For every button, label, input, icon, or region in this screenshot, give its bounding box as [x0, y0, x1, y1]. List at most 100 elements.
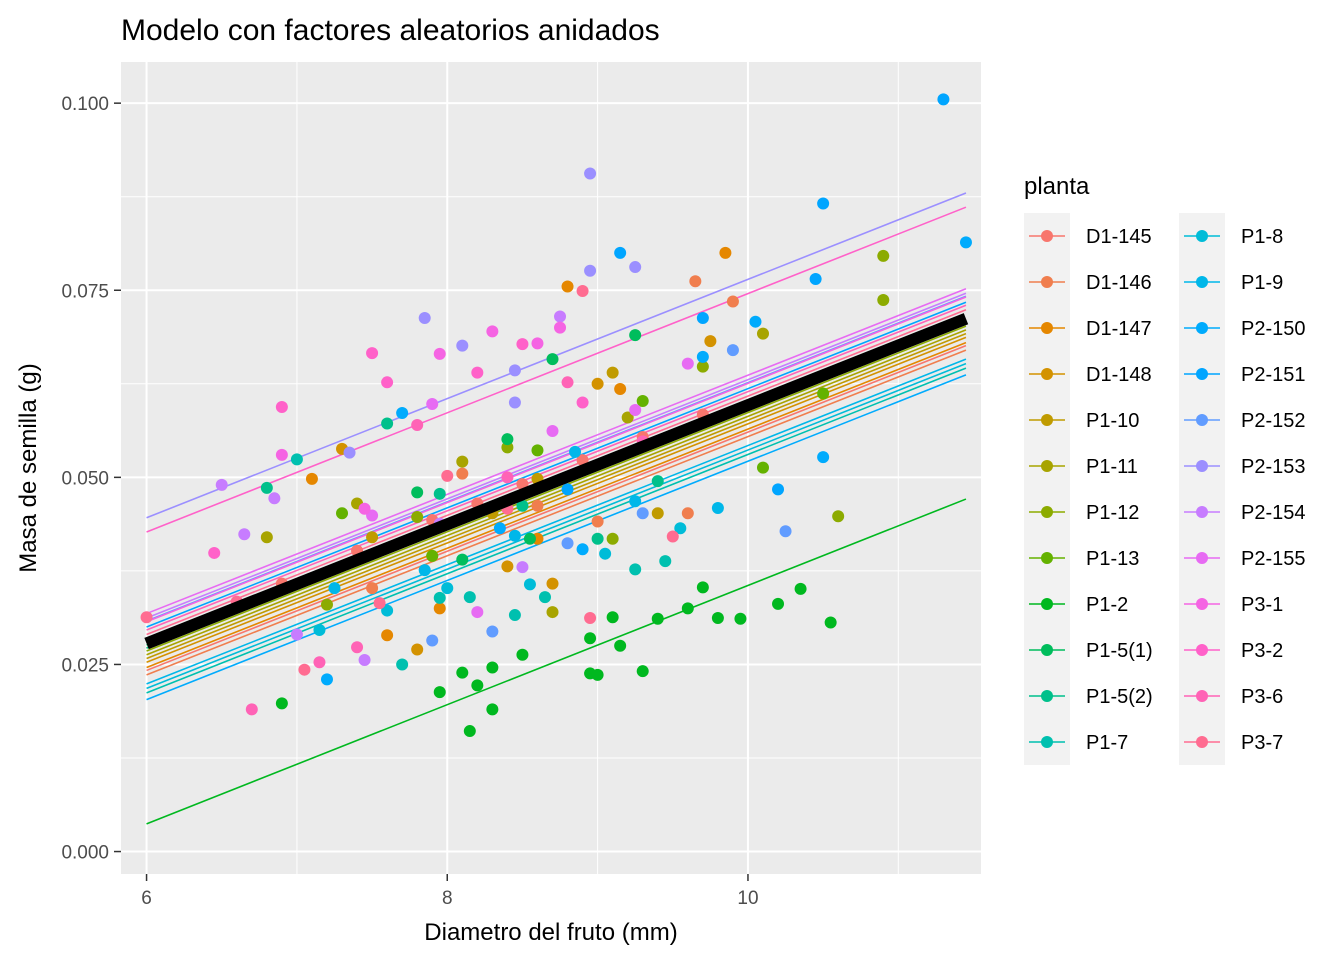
data-point-P1-12: [877, 293, 890, 306]
data-point-D1-147: [719, 246, 732, 259]
data-point-P1-7: [396, 658, 409, 671]
data-point-P2-153: [456, 339, 469, 352]
data-point-P1-9: [328, 582, 341, 595]
data-point-P2-150: [396, 406, 409, 419]
data-point-P1-7: [659, 555, 672, 568]
data-point-P3-7: [666, 530, 679, 543]
data-point-P1-2: [734, 612, 747, 625]
data-point-P1-13: [531, 444, 544, 457]
legend-key-point: [1196, 460, 1208, 472]
data-point-D1-146: [726, 295, 739, 308]
data-point-P2-152: [426, 634, 439, 647]
legend-items: D1-145 D1-146 D1-147 D1-148 P1-10 P1-11 P1-12 P…: [1024, 213, 1306, 765]
data-point-P1-5(1): [501, 433, 514, 446]
data-point-P1-5(2): [591, 532, 604, 545]
data-point-P2-150: [817, 451, 830, 464]
data-point-P1-12: [606, 532, 619, 545]
x-tick-label: 10: [737, 888, 758, 909]
legend-key-point: [1196, 644, 1208, 656]
y-tick-label: 0.000: [61, 843, 109, 864]
fixed-effect-regression-line: [144, 313, 969, 650]
data-point-D1-146: [591, 515, 604, 528]
y-tick-label: 0.075: [61, 281, 109, 302]
data-point-D1-147: [614, 383, 627, 396]
series-line-P2-155: [146, 288, 967, 615]
data-point-P2-150: [320, 673, 333, 686]
data-point-P1-7: [463, 591, 476, 604]
data-point-P2-154: [238, 528, 251, 541]
data-point-P2-150: [696, 350, 709, 363]
data-point-P3-6: [245, 703, 258, 716]
data-point-P1-9: [508, 529, 521, 542]
legend-label: P1-13: [1086, 548, 1139, 570]
data-point-P1-2: [651, 612, 664, 625]
data-point-P1-11: [546, 606, 559, 619]
series-line-P1-2: [146, 498, 967, 825]
data-point-P2-150: [959, 236, 972, 249]
data-point-P3-2: [516, 338, 529, 351]
x-axis: 6 8 10: [141, 874, 759, 909]
data-point-P3-6: [313, 656, 326, 669]
data-point-P3-2: [576, 396, 589, 409]
legend-key-point: [1041, 460, 1053, 472]
data-point-P2-151: [809, 273, 822, 286]
legend-key-point: [1041, 322, 1053, 334]
data-point-P1-11: [756, 327, 769, 340]
series-line-P1-10: [146, 332, 967, 660]
data-point-P1-12: [411, 511, 424, 524]
data-point-D1-148: [704, 335, 717, 348]
legend-key-point: [1196, 690, 1208, 702]
legend-label: P1-11: [1086, 456, 1138, 478]
legend-title: planta: [1024, 173, 1090, 200]
legend-label: P1-12: [1086, 502, 1139, 524]
data-point-P3-1: [531, 337, 544, 350]
legend-label: P1-9: [1241, 272, 1283, 294]
data-point-P2-150: [576, 543, 589, 556]
legend-label: P2-151: [1241, 364, 1306, 386]
data-point-P2-151: [817, 197, 830, 210]
legend-label: P2-155: [1241, 548, 1306, 570]
data-point-P2-155: [426, 398, 439, 411]
data-point-P1-7: [538, 591, 551, 604]
data-point-P1-2: [275, 697, 288, 710]
data-point-P1-8: [599, 547, 612, 560]
data-point-P3-2: [471, 366, 484, 379]
data-point-P1-13: [636, 395, 649, 408]
data-point-P3-6: [561, 376, 574, 389]
data-point-P1-2: [794, 582, 807, 595]
legend-key-point: [1196, 368, 1208, 380]
data-point-P1-8: [523, 578, 536, 591]
data-point-P1-5(2): [381, 417, 394, 430]
data-point-P1-2: [614, 639, 627, 652]
data-point-P1-2: [606, 611, 619, 624]
y-tick-label: 0.050: [61, 468, 109, 489]
x-tick-label: 6: [141, 888, 152, 909]
data-point-P1-5(2): [516, 499, 529, 512]
series-line-D1-147: [146, 341, 967, 669]
legend-key-point: [1196, 736, 1208, 748]
data-point-P1-2: [456, 666, 469, 679]
series-line-P1-8: [146, 362, 967, 690]
data-point-P2-153: [418, 311, 431, 324]
data-point-P1-11: [456, 455, 469, 468]
data-point-P2-153: [629, 261, 642, 274]
legend-label: P3-6: [1241, 686, 1283, 708]
data-point-P2-154: [554, 310, 567, 323]
data-point-P1-2: [772, 597, 785, 610]
data-point-P1-2: [433, 686, 446, 699]
legend-label: P2-150: [1241, 318, 1306, 340]
data-point-P2-154: [215, 478, 228, 491]
legend-label: P3-7: [1241, 732, 1283, 754]
data-point-D1-146: [366, 582, 379, 595]
data-point-P1-5(1): [456, 553, 469, 566]
data-point-P1-2: [636, 665, 649, 678]
data-point-P2-155: [629, 404, 642, 416]
data-point-P2-154: [516, 561, 529, 574]
data-point-P3-2: [275, 401, 288, 414]
data-point-P3-7: [584, 612, 597, 625]
data-point-P1-7: [629, 563, 642, 576]
data-point-D1-148: [591, 377, 604, 390]
data-point-P1-11: [621, 411, 634, 424]
data-point-P1-2: [486, 703, 499, 716]
data-point-D1-146: [456, 467, 469, 480]
